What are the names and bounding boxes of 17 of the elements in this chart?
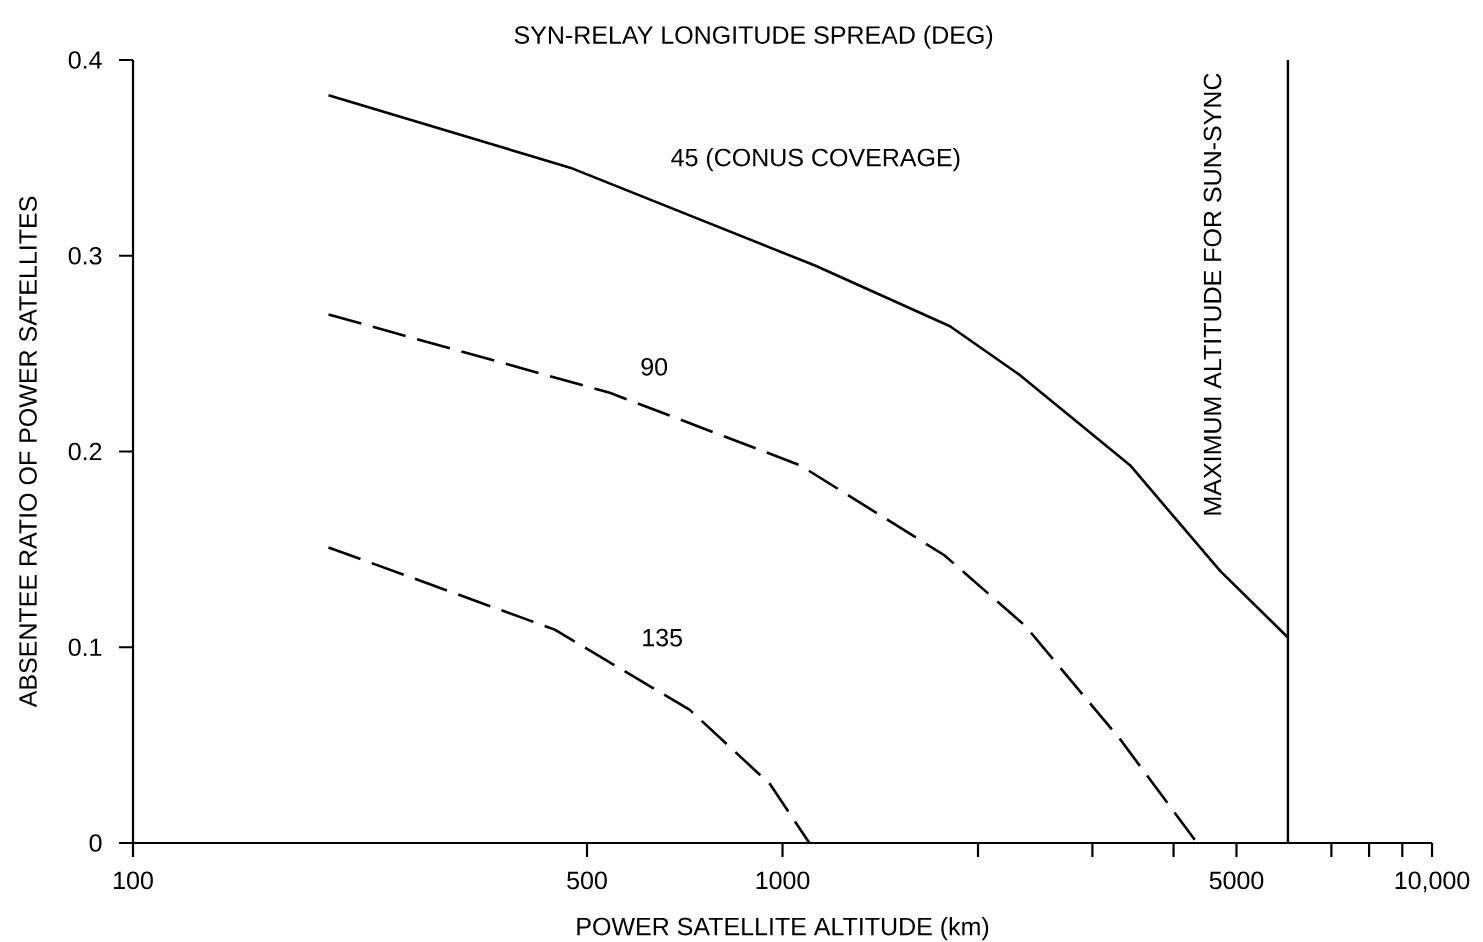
series-label: 90 [641,357,668,376]
x-tick-label: 500 [567,871,607,890]
y-tick-label: 0.3 [68,246,102,265]
y-tick-label: 0.4 [68,51,102,69]
x-tick-label: 10,000 [1395,871,1470,893]
series-label: 45 (CONUS COVERAGE) [671,148,960,172]
y-axis-title: ABSENTEE RATIO OF POWER SATELLITES [19,196,37,708]
y-tick-label: 0.1 [68,638,102,657]
y-tick-label: 0.2 [68,442,102,461]
y-tick-label: 0 [89,834,102,852]
x-axis-title: POWER SATELLITE ALTITUDE (km) [577,917,989,941]
ref-line-label: MAXIMUM ALTITUDE FOR SUN-SYNC [1203,73,1222,515]
series-label: 135 [643,628,682,647]
x-tick-label: 5000 [1209,871,1264,890]
x-tick-label: 1000 [756,871,810,890]
x-tick-label: 100 [114,871,153,890]
legend-title: SYN-RELAY LONGITUDE SPREAD (DEG) [514,25,993,49]
